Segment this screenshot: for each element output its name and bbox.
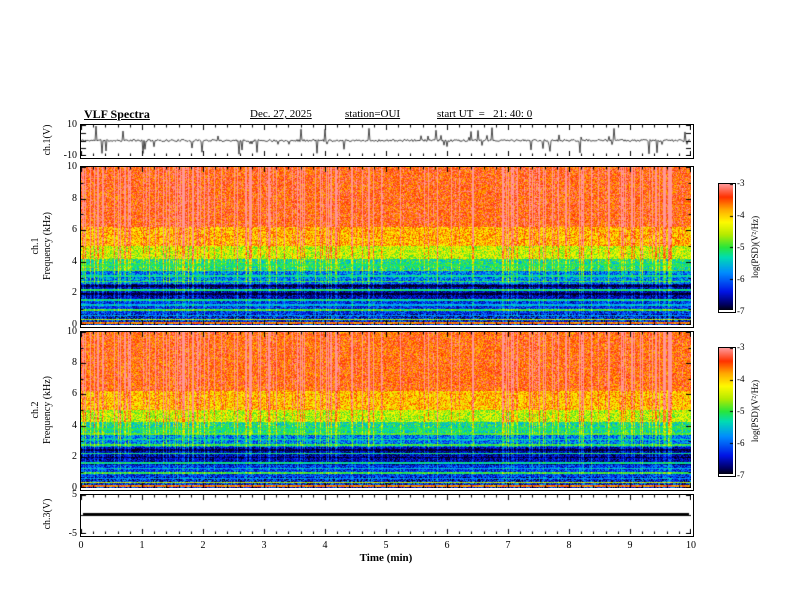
ch1-spectrogram-panel: [80, 166, 694, 328]
ch1-spectrogram: [81, 167, 691, 325]
ch3-volt-tick-label: -5: [68, 528, 77, 539]
colorbar2-tick-label: -3: [737, 342, 745, 352]
colorbar-ch1: [718, 183, 736, 313]
x-tick-label: 4: [322, 540, 328, 551]
ch1-volt-tick-label: -10: [63, 150, 77, 161]
x-tick-label: 0: [78, 540, 84, 551]
x-tick-label: 8: [566, 540, 572, 551]
ch2-freq-tick-label: 8: [72, 357, 77, 368]
ch1-freq-tick-label: 10: [67, 161, 77, 172]
ch2-freq-tick-label: 10: [67, 326, 77, 337]
x-tick-label: 2: [200, 540, 206, 551]
ch1-voltage-axis-label: ch.1(V): [42, 124, 53, 156]
colorbar-ch2-axis-label: log(PSD)(V²/Hz): [750, 379, 760, 443]
colorbar2-tick-label: -4: [737, 374, 745, 384]
ch1-frequency-axis-label-line1: ch.1: [30, 237, 41, 255]
colorbar1-tick-label: -5: [737, 242, 745, 252]
ch1-waveform-panel: [80, 124, 694, 159]
ch1-waveform-plot: [81, 125, 691, 156]
x-axis-title: Time (min): [359, 552, 413, 564]
ch3-voltage-axis-label: ch.3(V): [42, 498, 53, 530]
ch1-freq-tick-label: 2: [72, 287, 77, 298]
ch1-frequency-axis-label-line2: Frequency (kHz): [42, 211, 53, 281]
ch3-volt-tick-label: 5: [72, 489, 77, 500]
colorbar1-tick-label: -3: [737, 178, 745, 188]
colorbar2-tick-label: -6: [737, 438, 745, 448]
ch1-freq-tick-label: 0: [72, 319, 77, 330]
colorbar1-tick-label: -7: [737, 306, 745, 316]
ch2-freq-tick-label: 6: [72, 388, 77, 399]
ch1-freq-tick-label: 6: [72, 224, 77, 235]
plot-station: station=OUI: [345, 108, 401, 120]
ch2-spectrogram: [81, 332, 691, 488]
colorbar1-tick-label: -4: [737, 210, 745, 220]
plot-start-ut: start UT = 21: 40: 0: [437, 108, 533, 120]
x-tick-label: 1: [139, 540, 145, 551]
colorbar-ch2: [718, 347, 736, 477]
x-tick-label: 3: [261, 540, 267, 551]
plot-title: VLF Spectra: [84, 107, 150, 121]
ch2-freq-tick-label: 0: [72, 482, 77, 493]
colorbar-ch1-gradient: [719, 184, 733, 310]
x-tick-label: 6: [444, 540, 450, 551]
x-tick-label: 7: [505, 540, 511, 551]
ch1-freq-tick-label: 8: [72, 193, 77, 204]
ch2-frequency-axis-label-line2: Frequency (kHz): [42, 375, 53, 445]
colorbar1-tick-label: -6: [737, 274, 745, 284]
ch3-waveform-plot: [81, 495, 691, 534]
colorbar-ch2-gradient: [719, 348, 733, 474]
colorbar2-tick-label: -5: [737, 406, 745, 416]
ch2-frequency-axis-label-line1: ch.2: [30, 401, 41, 419]
ch2-freq-tick-label: 4: [72, 420, 77, 431]
x-tick-label: 10: [686, 540, 696, 551]
ch1-volt-tick-label: 10: [67, 119, 77, 130]
x-tick-label: 9: [627, 540, 633, 551]
ch2-freq-tick-label: 2: [72, 451, 77, 462]
ch1-freq-tick-label: 4: [72, 256, 77, 267]
x-tick-label: 5: [383, 540, 389, 551]
ch2-frequency-axis-label: ch.2 Frequency (kHz): [30, 354, 54, 466]
ch2-spectrogram-panel: [80, 331, 694, 491]
ch1-frequency-axis-label: ch.1 Frequency (kHz): [30, 190, 54, 302]
ch3-waveform-panel: [80, 494, 694, 537]
plot-date: Dec. 27, 2025: [250, 108, 312, 120]
colorbar-ch1-axis-label: log(PSD)(V²/Hz): [750, 215, 760, 279]
colorbar2-tick-label: -7: [737, 470, 745, 480]
